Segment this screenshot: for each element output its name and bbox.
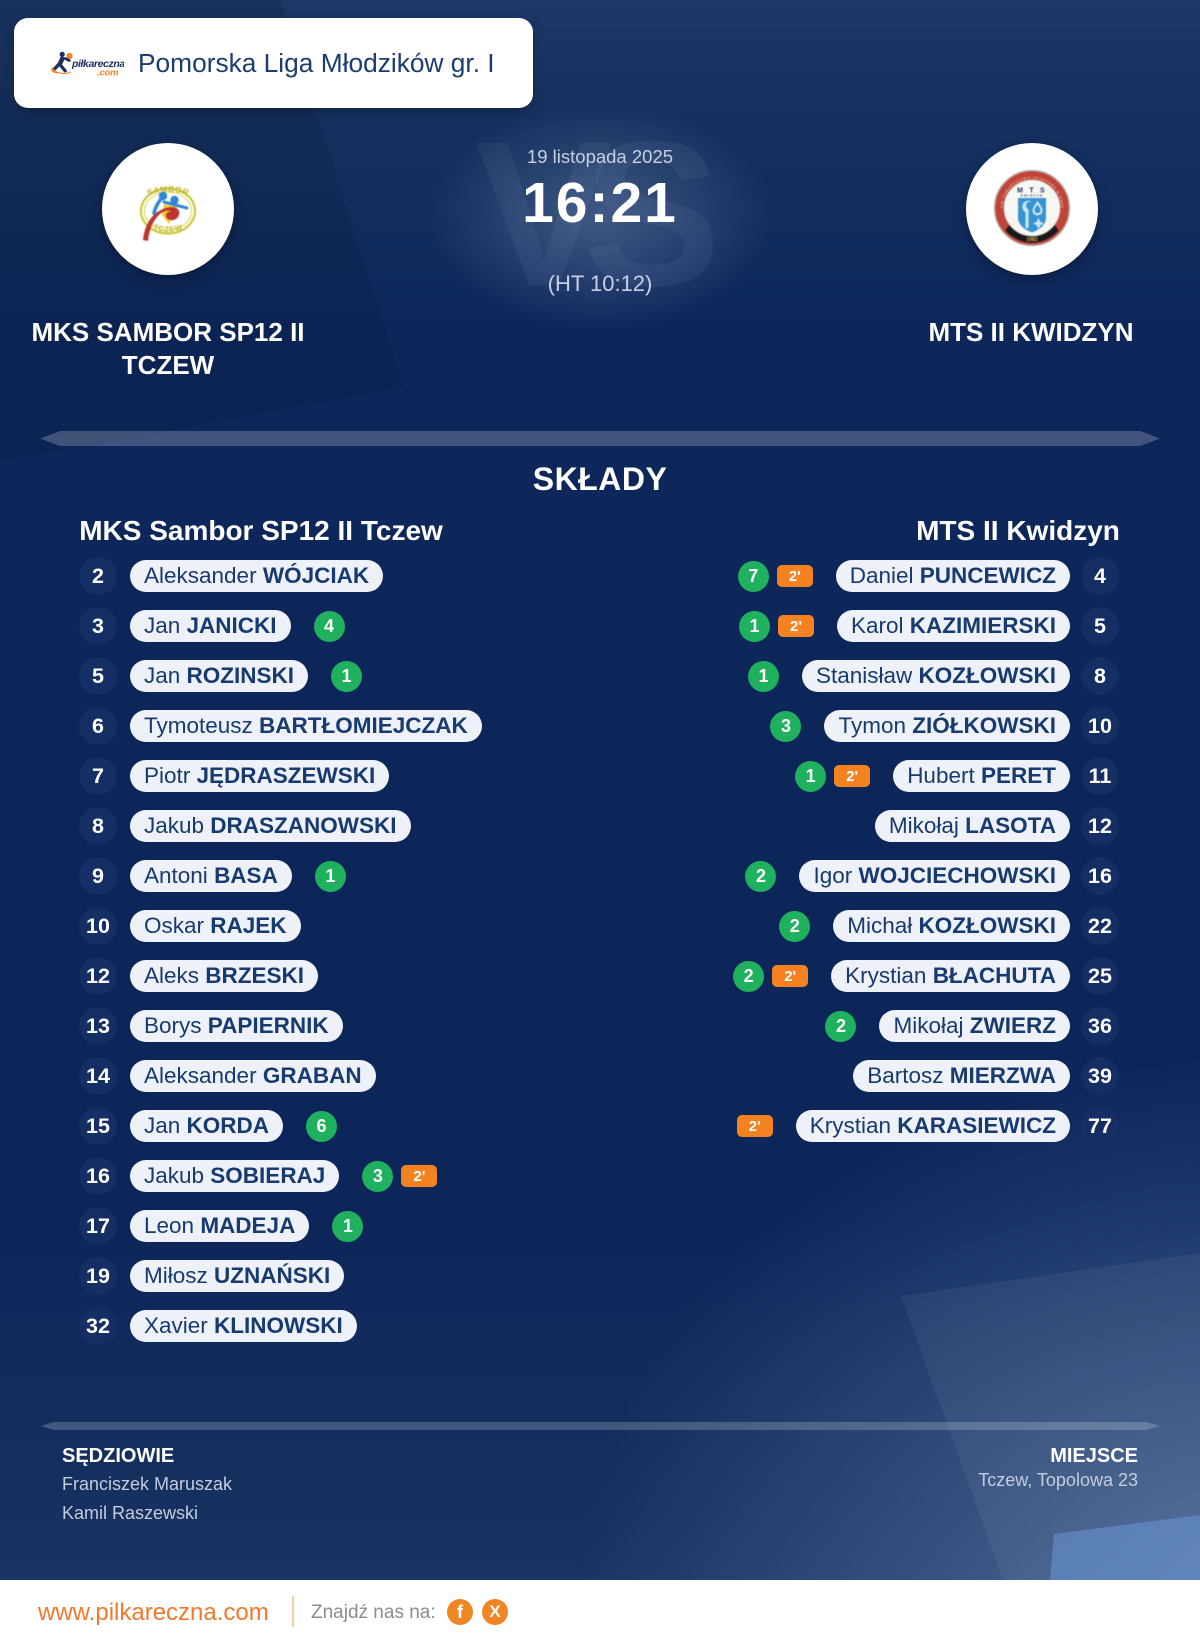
svg-text:SAMBOR: SAMBOR <box>146 184 191 198</box>
svg-text:TCZEW: TCZEW <box>152 223 183 234</box>
svg-text:.com: .com <box>97 68 119 78</box>
svg-text:M T S: M T S <box>1017 188 1047 195</box>
svg-text:piłkareczna: piłkareczna <box>71 58 124 70</box>
svg-text:KWIDZYN: KWIDZYN <box>1021 194 1043 198</box>
svg-text:1982: 1982 <box>1026 237 1037 243</box>
